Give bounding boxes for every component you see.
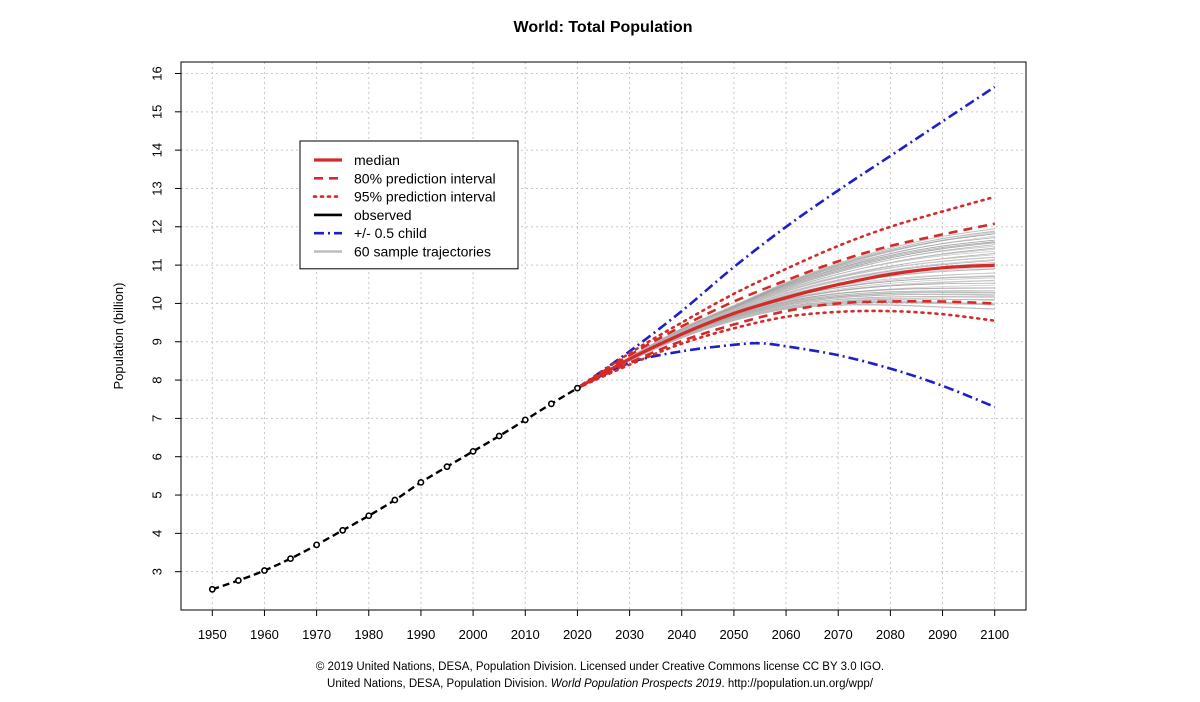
legend-label-80-prediction-interval: 80% prediction interval (354, 170, 496, 186)
x-tick-label: 2100 (980, 627, 1009, 642)
x-tick-label: 1970 (302, 627, 331, 642)
x-tick-label: 2010 (511, 627, 540, 642)
series-line-median (576, 263, 995, 390)
observed-point (261, 567, 268, 574)
y-axis: 3 4 5 6 7 8 9 10 11 12 13 14 15 16 (150, 66, 181, 575)
sample-trajectory (577, 231, 995, 389)
series-line-0-5-child-lower (576, 341, 996, 409)
observed-point (521, 416, 529, 424)
series-line-80-prediction-interval-lower (576, 299, 995, 390)
observed-point (339, 526, 347, 534)
sample-trajectory (577, 262, 995, 389)
x-tick-label: 1990 (406, 627, 435, 642)
x-tick-label: 1980 (354, 627, 383, 642)
y-tick-label: 3 (150, 568, 165, 575)
source-credit: United Nations, DESA, Population Divisio… (0, 678, 1200, 690)
chart-title: World: Total Population (514, 19, 693, 36)
sample-trajectory (577, 301, 995, 389)
observed-point (287, 555, 294, 563)
legend-label-0-5-child: +/- 0.5 child (354, 225, 427, 241)
sample-trajectory (577, 302, 995, 389)
observed-point (574, 384, 581, 392)
y-tick-label: 16 (150, 66, 165, 80)
y-tick-label: 6 (150, 453, 165, 460)
y-tick-label: 15 (150, 105, 165, 119)
y-tick-label: 4 (150, 530, 165, 537)
source-credit-prefix: United Nations, DESA, Population Divisio… (327, 678, 548, 690)
series-line-95-prediction-interval-upper (576, 195, 996, 390)
observed-point (391, 496, 399, 504)
sample-trajectory (577, 302, 995, 389)
y-tick-label: 13 (150, 181, 165, 195)
observed-point (469, 447, 477, 455)
y-tick-label: 5 (150, 491, 165, 498)
y-tick-label: 7 (150, 415, 165, 422)
y-axis-label: Population (billion) (111, 283, 126, 390)
y-tick-label: 14 (150, 143, 165, 157)
y-tick-label: 11 (150, 258, 165, 272)
observed-point (208, 585, 216, 593)
sample-trajectory (577, 303, 995, 389)
observed-point (365, 512, 373, 520)
y-tick-label: 9 (150, 338, 165, 345)
legend: median 80% prediction interval 95% predict… (299, 140, 519, 270)
sample-trajectory (577, 300, 995, 389)
y-tick-label: 10 (150, 296, 165, 310)
legend-box (299, 140, 519, 270)
x-tick-label: 2050 (719, 627, 748, 642)
source-credit-suffix: . http://population.un.org/wpp/ (721, 678, 873, 690)
series-line-95-prediction-interval-lower (576, 309, 996, 390)
x-tick-label: 2030 (615, 627, 644, 642)
legend-label-95-prediction-interval: 95% prediction interval (354, 189, 496, 205)
x-tick-label: 2060 (772, 627, 801, 642)
observed-point (417, 478, 425, 486)
series-lines (208, 85, 996, 593)
observed-point (495, 432, 503, 440)
plot-frame (180, 61, 1027, 611)
x-tick-label: 2040 (667, 627, 696, 642)
x-axis: 1950 1960 1970 1980 1990 2000 2010 2020 2030 2040… (198, 610, 1009, 642)
x-tick-label: 2070 (824, 627, 853, 642)
observed-point (234, 577, 242, 584)
x-tick-label: 1950 (198, 627, 227, 642)
source-credit-title: World Population Prospects 2019 (550, 678, 722, 690)
y-tick-label: 8 (150, 376, 165, 383)
series-line-80-prediction-interval-upper (576, 222, 995, 390)
legend-label-observed: observed (354, 207, 412, 223)
x-tick-label: 2000 (459, 627, 488, 642)
x-tick-label: 2080 (876, 627, 905, 642)
x-tick-label: 2090 (928, 627, 957, 642)
observed-point (443, 463, 451, 471)
sample-trajectory (577, 272, 995, 389)
legend-label-60-sample-trajectories: 60 sample trajectories (354, 244, 491, 260)
copyright-credit: © 2019 United Nations, DESA, Population … (315, 661, 885, 673)
x-tick-label: 1960 (250, 627, 279, 642)
observed-point (313, 541, 321, 549)
x-tick-label: 2020 (563, 627, 592, 642)
observed-point (547, 400, 555, 408)
legend-label-median: median (354, 152, 400, 168)
y-tick-label: 12 (150, 220, 165, 234)
series-line-0-5-child-upper (576, 85, 996, 390)
